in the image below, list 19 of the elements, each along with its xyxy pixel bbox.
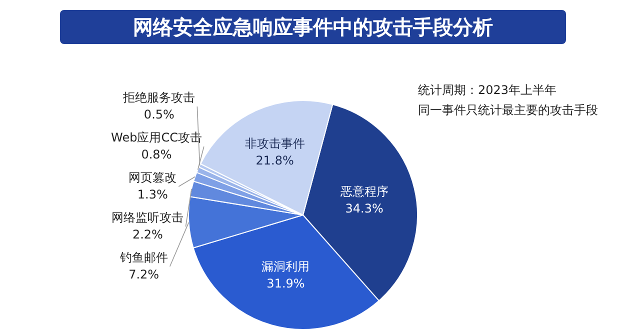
data-label: 0.8% [141,148,172,162]
slice-label: 非攻击事件 [244,136,305,150]
data-label: 31.9% [266,276,305,291]
slice-label: 恶意程序 [339,184,388,199]
text: 同一事件只统计最主要的攻击手段 [418,102,598,119]
text: 统计周期：2023年上半年 [418,82,558,99]
data-label: 0.5% [144,108,174,122]
slice-label: 网络监听攻击 [112,210,184,225]
data-label: 21.8% [256,153,294,168]
slice-label: 钓鱼邮件 [118,250,168,265]
data-label: 34.3% [345,202,384,216]
chart-title: 网络安全应急响应事件中的攻击手段分析 [60,10,566,44]
slice-label: 拒绝服务攻击 [122,90,196,105]
slice-label: Web应用CC攻击 [111,130,202,145]
data-label: 2.2% [132,228,163,242]
slice-label: 漏洞利用 [262,260,310,274]
data-label: 7.2% [128,268,160,282]
data-label: 1.3% [137,188,168,202]
slice-label: 网页篡改 [128,170,177,185]
